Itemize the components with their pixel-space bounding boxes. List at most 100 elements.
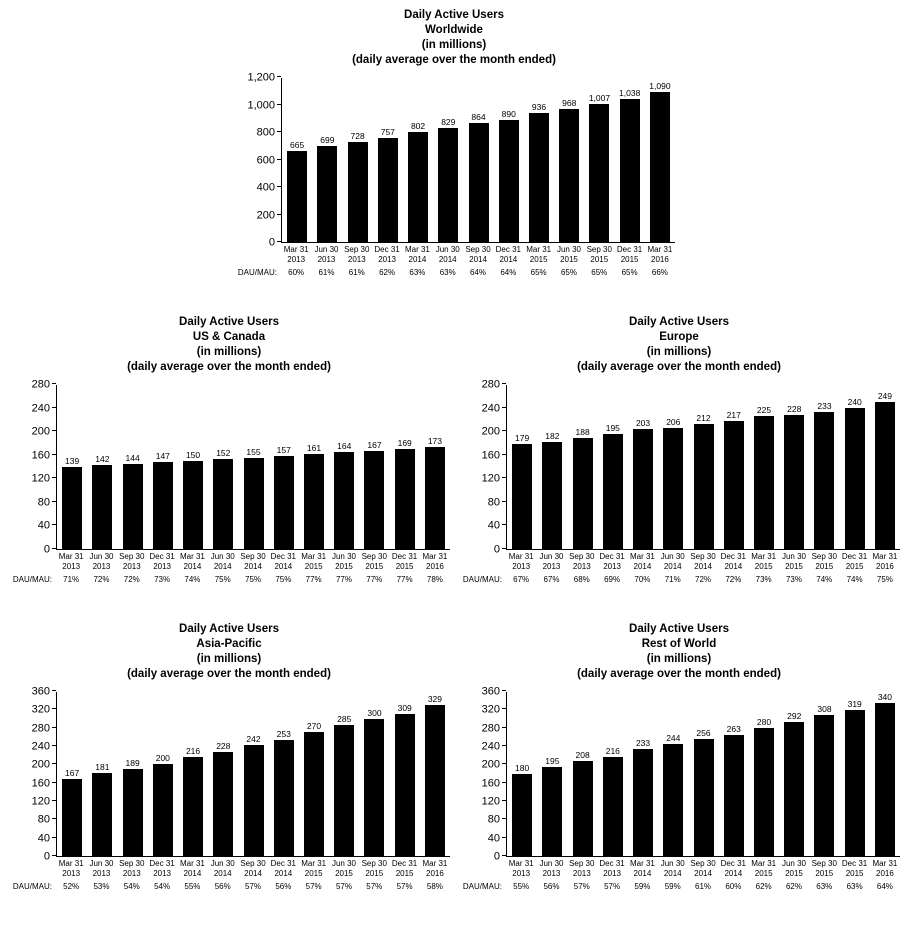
bar (468, 123, 489, 242)
y-tick-mark (277, 131, 281, 132)
bar-value-label: 225 (756, 405, 772, 416)
y-tick-label: 600 (256, 154, 275, 166)
x-axis-label-line2: 2013 (62, 561, 81, 571)
bar-value-label: 263 (726, 724, 741, 735)
x-axis-label: Mar 31 2014 (402, 245, 432, 264)
y-tick-mark (502, 500, 506, 502)
bar-value-label: 249 (877, 391, 893, 402)
x-axis-label-line1: Dec 31 (149, 552, 175, 561)
dau-mau-value: 63% (439, 268, 456, 277)
bar (753, 727, 774, 856)
bars: 180 195 208 216 233 244 256 263 280 292 308 319 340 (507, 692, 900, 856)
x-axis-label-line2: 2013 (92, 868, 111, 878)
y-tick-mark (502, 524, 506, 526)
chart-note: (daily average over the month ended) (127, 361, 331, 373)
dau-mau-value: 74% (816, 575, 833, 584)
x-axis-label: Mar 31 2016 (870, 859, 900, 878)
y-tick-mark (502, 708, 506, 710)
x-axis-label-line1: Dec 31 (599, 859, 625, 868)
dau-mau-value: 62% (755, 882, 772, 891)
bar (273, 456, 294, 549)
y-tick-mark (52, 430, 56, 432)
x-axis-label-line2: 2015 (590, 254, 609, 264)
bar-column: 182 (537, 385, 567, 549)
x-axis-label-line2: 2015 (754, 868, 773, 878)
dau-mau-value: 61% (318, 268, 335, 277)
x-axis-label: Dec 31 2015 (389, 552, 419, 571)
y-tick-label: 160 (31, 777, 50, 790)
bar-column: 699 (312, 78, 342, 242)
x-axis-label-line2: 2015 (815, 868, 834, 878)
bar (408, 131, 429, 242)
dau-mau-value: 65% (621, 268, 638, 277)
bar (633, 429, 654, 549)
plot-area: 139 142 144 147 150 152 155 157 161 164 167 169 173 (52, 383, 450, 550)
bar-value-label: 212 (696, 413, 711, 424)
chart-body: 0 40 80 120 160 200 240 280 320 360 180 195 208 216 2… (458, 686, 900, 862)
bar-value-label: 155 (246, 446, 261, 457)
x-axis-label-line1: Jun 30 (435, 245, 460, 254)
bar-column: 179 (507, 385, 537, 549)
dau-mau-value: 67% (513, 575, 530, 584)
y-tick-mark (502, 477, 506, 479)
y-tick-mark (52, 548, 56, 549)
x-axis-label-line2: 2015 (785, 868, 803, 878)
x-axis-label-line2: 2015 (395, 561, 414, 571)
bar-value-label: 1,007 (588, 92, 611, 103)
y-tick-label: 200 (256, 209, 275, 221)
bar (663, 427, 684, 549)
x-axis-label-line2: 2015 (335, 561, 353, 571)
bar-column: 244 (658, 692, 688, 856)
x-axis-label-line2: 2016 (651, 254, 669, 264)
x-axis-label-line1: Dec 31 (599, 552, 625, 561)
bar-column: 233 (809, 385, 839, 549)
x-axis-label-line1: Mar 31 (647, 245, 673, 254)
x-axis-label-line2: 2013 (512, 561, 531, 571)
bar-value-label: 167 (65, 768, 80, 779)
dau-mau-value: 54% (123, 882, 140, 891)
y-tick-mark (52, 524, 56, 526)
bar-column: 242 (238, 692, 268, 856)
y-tick-mark (52, 726, 56, 728)
dau-mau-label: DAU/MAU: (12, 882, 52, 891)
dau-mau-value: 57% (335, 882, 352, 891)
x-axis-label: Sep 30 2014 (463, 245, 493, 264)
dau-mau-value: 63% (846, 882, 863, 891)
dau-mau-value: 65% (560, 268, 577, 277)
x-axis-label: Dec 31 2013 (147, 552, 177, 571)
y-axis: 0 40 80 120 160 200 240 280 320 360 (8, 686, 56, 862)
y-tick-mark (52, 818, 56, 820)
bar-value-label: 233 (817, 400, 832, 411)
bar-column: 157 (269, 385, 299, 549)
x-axis-label-line2: 2014 (694, 561, 712, 571)
dau-mau-value: 62% (785, 882, 802, 891)
x-axis-label-line2: 2014 (183, 868, 202, 878)
y-tick-label: 40 (487, 519, 500, 532)
x-axis-label: Sep 30 2014 (688, 859, 718, 878)
y-tick-mark (52, 406, 56, 408)
x-axis-label: Sep 30 2013 (567, 552, 597, 571)
dau-mau-value: 57% (366, 882, 383, 891)
x-axis: Mar 31 2013 Jun 30 2013 Sep 30 2013 Dec 31 2013… (56, 859, 450, 878)
bars: 139 142 144 147 150 152 155 157 161 164 167 169 173 (57, 385, 450, 549)
x-axis-label: Sep 30 2014 (238, 859, 268, 878)
dau-mau-value: 62% (379, 268, 396, 277)
x-axis-label: Jun 30 2014 (208, 859, 238, 878)
bar-column: 270 (299, 692, 329, 856)
x-axis-label-line2: 2015 (304, 868, 323, 878)
row-worldwide: Daily Active Users Worldwide (in million… (0, 8, 908, 277)
bar-value-label: 240 (847, 396, 862, 407)
x-axis-row: Mar 31 2013 Jun 30 2013 Sep 30 2013 Dec 31 2013… (458, 857, 900, 878)
bar-value-label: 864 (471, 112, 486, 123)
x-axis-label-line2: 2013 (122, 561, 141, 571)
dau-mau-value: 64% (470, 268, 487, 277)
bar-column: 200 (148, 692, 178, 856)
y-tick-label: 0 (493, 850, 500, 863)
x-axis-label-line2: 2015 (845, 868, 864, 878)
x-axis-label-line1: Mar 31 (751, 859, 777, 868)
dau-mau-value: 70% (634, 575, 651, 584)
bar (619, 99, 640, 242)
dau-mau-value: 66% (651, 268, 668, 277)
dau-mau-value: 61% (695, 882, 712, 891)
bar-value-label: 195 (605, 423, 620, 434)
